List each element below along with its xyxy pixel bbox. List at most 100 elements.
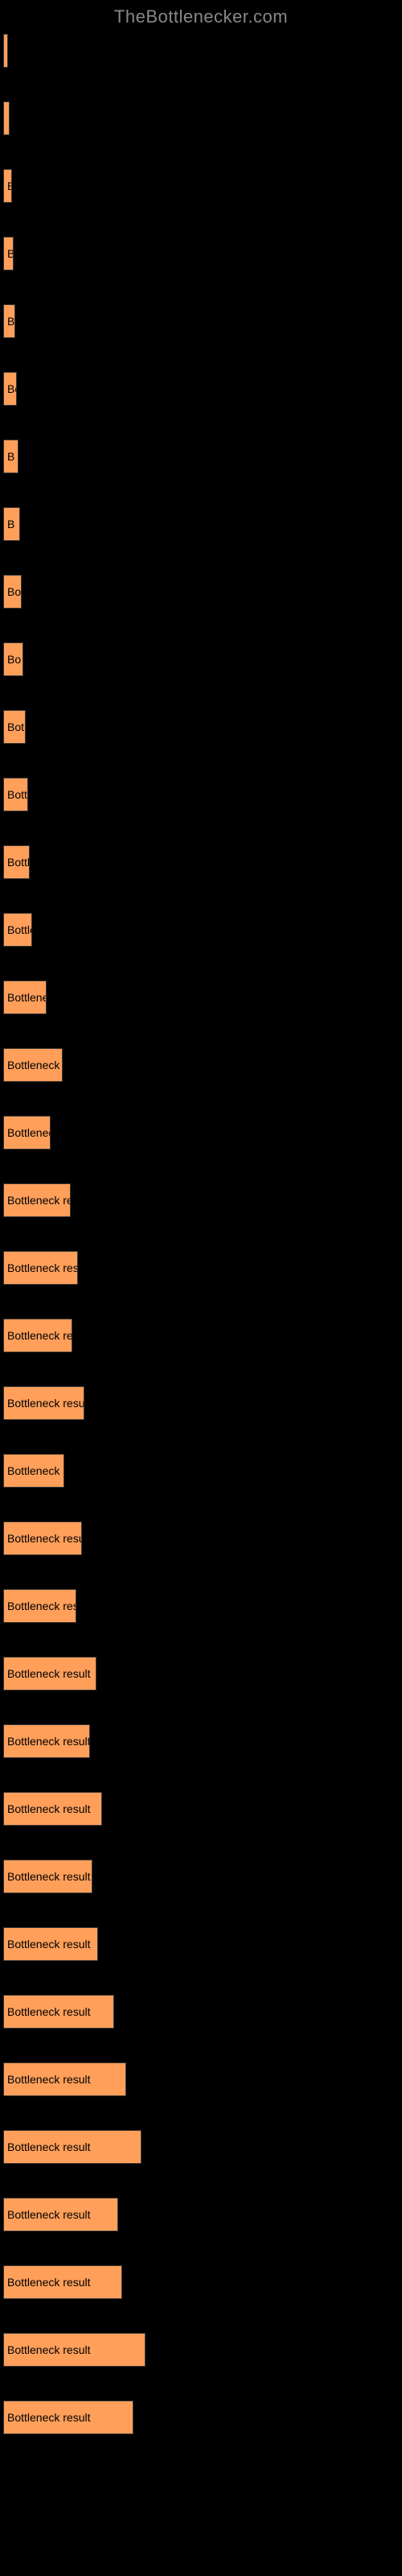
bar-row: B xyxy=(3,169,399,203)
bar-label: Bottl xyxy=(7,788,28,801)
bar: Bottleneck result xyxy=(3,1860,92,1893)
bar-label: Bo xyxy=(7,585,21,598)
bar-row: Bottleneck result xyxy=(3,2333,399,2367)
bar-row: Bo xyxy=(3,372,399,406)
bar-row xyxy=(3,101,399,135)
bar: Bottleneck result xyxy=(3,2333,146,2367)
bar: Bo xyxy=(3,372,17,406)
bar-row xyxy=(3,34,399,68)
bar-row: B xyxy=(3,304,399,338)
bar-label: Bottleneck result xyxy=(7,2140,91,2153)
bar-label: Bottleneck result xyxy=(7,2343,91,2356)
bar: Bo xyxy=(3,575,22,609)
bar-label: B xyxy=(7,315,14,328)
bar: Bottleneck result xyxy=(3,1792,102,1826)
bar-row: Bottleneck resul xyxy=(3,1589,399,1623)
bar-row: Bottlenec xyxy=(3,980,399,1014)
bar-label: Bottleneck resu xyxy=(7,1194,71,1207)
bar-label: Bottleneck re xyxy=(7,1464,64,1477)
bar-row: Bottleneck resu xyxy=(3,1183,399,1217)
bar: Bottleneck re xyxy=(3,1454,64,1488)
bar: Bottleneck resul xyxy=(3,1589,76,1623)
bar: Bottleneck result xyxy=(3,2130,142,2164)
bar-label: Bottleneck result xyxy=(7,1735,90,1748)
bar-row: Bottleneck result xyxy=(3,1792,399,1826)
bar: Bottleneck resu xyxy=(3,1183,71,1217)
bar: Bot xyxy=(3,710,26,744)
bar-label: Bottleneck result xyxy=(7,1870,91,1883)
bar-label: B xyxy=(7,247,14,260)
bar-label: Bottleneck result xyxy=(7,1802,91,1815)
bar-label: Bo xyxy=(7,382,17,395)
bar: Bottleneck result xyxy=(3,2265,122,2299)
bar-row: Bot xyxy=(3,710,399,744)
bar-row: B xyxy=(3,507,399,541)
bar-row: Bo xyxy=(3,575,399,609)
bar: Bottleneck result xyxy=(3,1386,84,1420)
bar-label: Bottleneck result xyxy=(7,1261,78,1274)
bar-label: Bottleneck result xyxy=(7,2411,91,2424)
bar: Bottleneck result xyxy=(3,1927,98,1961)
bar-row: Bottleneck result xyxy=(3,1995,399,2029)
bar: Bottleneck resu xyxy=(3,1319,72,1352)
bar-label: B xyxy=(7,450,14,463)
bar-label: Bottleneck result xyxy=(7,2276,91,2289)
bar-row: Bottleneck result xyxy=(3,2401,399,2434)
bar-row: Bottleneck resu xyxy=(3,1319,399,1352)
bar-row: Bottleneck result xyxy=(3,2062,399,2096)
bar-label: Bottleneck result xyxy=(7,1397,84,1410)
bar-row: B xyxy=(3,440,399,473)
bar-row: Bottleneck result xyxy=(3,1521,399,1555)
bar-row: Bottl xyxy=(3,845,399,879)
bar-row: Bottleneck result xyxy=(3,2198,399,2231)
bar: Bottleneck xyxy=(3,1116,51,1150)
bar-row: Bottle xyxy=(3,913,399,947)
bar-label: Bottle xyxy=(7,923,32,936)
bar-label: B xyxy=(7,180,12,192)
bar-row: Bottleneck re xyxy=(3,1048,399,1082)
bar-row: Bo xyxy=(3,642,399,676)
bar-row: B xyxy=(3,237,399,270)
bar-label: Bottleneck xyxy=(7,1126,51,1139)
bar: Bottleneck result xyxy=(3,1251,78,1285)
bar: Bo xyxy=(3,642,23,676)
bar: Bottleneck result xyxy=(3,1521,82,1555)
bar: Bottleneck result xyxy=(3,2198,118,2231)
bar: Bottleneck result xyxy=(3,1995,114,2029)
bar: B xyxy=(3,169,12,203)
bar: Bottlenec xyxy=(3,980,47,1014)
bar: Bottle xyxy=(3,913,32,947)
bar-row: Bottleneck result xyxy=(3,1251,399,1285)
bar: Bottleneck re xyxy=(3,1048,63,1082)
bar: Bottleneck result xyxy=(3,1724,90,1758)
bar-label: Bottleneck resul xyxy=(7,1600,76,1612)
bar xyxy=(3,101,10,135)
bar: Bottleneck result xyxy=(3,2401,133,2434)
bar-row: Bottleneck result xyxy=(3,2265,399,2299)
bar: B xyxy=(3,440,18,473)
bar-row: Bottleneck result xyxy=(3,1927,399,1961)
bar-label: Bottl xyxy=(7,856,30,869)
bar: Bottl xyxy=(3,845,30,879)
bar: Bottleneck result xyxy=(3,1657,96,1690)
bar-label: Bottleneck result xyxy=(7,1532,82,1545)
bar xyxy=(3,34,8,68)
bar-label: Bottleneck result xyxy=(7,2005,91,2018)
bar: B xyxy=(3,507,20,541)
bar-label: Bottleneck resu xyxy=(7,1329,72,1342)
bar-row: Bottleneck result xyxy=(3,1386,399,1420)
bar-chart: B B B Bo B B Bo Bo Bot Bottl Bottl Bottle Bottlenec B… xyxy=(0,34,402,2434)
bar-row: Bottleneck result xyxy=(3,1860,399,1893)
bar-row: Bottleneck result xyxy=(3,2130,399,2164)
bar-label: Bottleneck re xyxy=(7,1059,63,1071)
bar-row: Bottleneck re xyxy=(3,1454,399,1488)
bar-label: Bottlenec xyxy=(7,991,47,1004)
bar: Bottleneck result xyxy=(3,2062,126,2096)
bar: Bottl xyxy=(3,778,28,811)
bar-label: Bot xyxy=(7,720,24,733)
bar-row: Bottl xyxy=(3,778,399,811)
bar-label: B xyxy=(7,518,14,530)
bar: B xyxy=(3,304,15,338)
watermark-text: TheBottlenecker.com xyxy=(0,0,402,34)
bar-label: Bottleneck result xyxy=(7,1667,91,1680)
